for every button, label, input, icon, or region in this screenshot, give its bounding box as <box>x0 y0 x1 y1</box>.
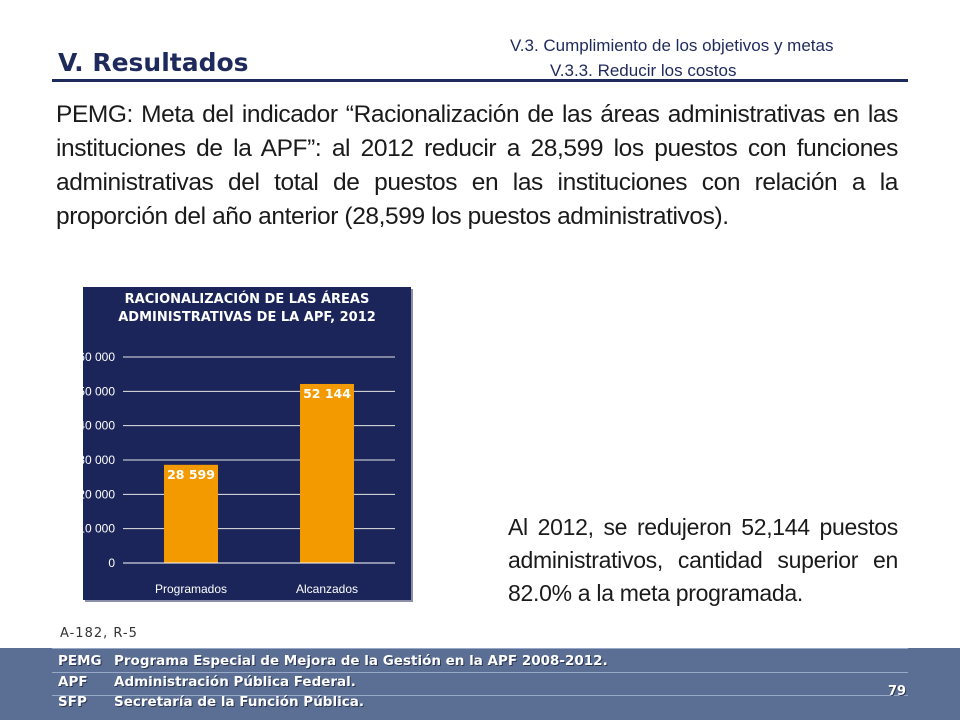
subsection-heading: V.3. Cumplimiento de los objetivos y met… <box>510 33 833 83</box>
page-number: 79 <box>888 684 907 699</box>
y-tick-label: 0 <box>108 556 115 570</box>
footer-definition: Programa Especial de Mejora de la Gestió… <box>114 653 608 669</box>
chart-title: RACIONALIZACIÓN DE LAS ÁREAS ADMINISTRAT… <box>83 291 411 327</box>
footer-divider <box>52 695 908 696</box>
reference-code: A-182, R-5 <box>60 626 138 641</box>
title-divider <box>52 79 908 82</box>
footer-divider <box>52 648 908 649</box>
footer-definition: Administración Pública Federal. <box>114 674 356 690</box>
subsection-line-2: V.3.3. Reducir los costos <box>550 61 737 80</box>
data-label: 28 599 <box>167 467 215 482</box>
footer-item-pemg: PEMG Programa Especial de Mejora de la Ge… <box>58 653 608 669</box>
x-tick-label: Alcanzados <box>296 582 358 596</box>
y-tick-label: 50 000 <box>83 384 115 398</box>
y-tick-label: 20 000 <box>83 487 115 501</box>
footer-divider <box>52 672 908 673</box>
footer-definition: Secretaría de la Función Pública. <box>114 694 364 710</box>
footer-abbr: SFP <box>58 694 87 710</box>
bar-chart-panel: RACIONALIZACIÓN DE LAS ÁREAS ADMINISTRAT… <box>83 287 411 600</box>
intro-paragraph: PEMG: Meta del indicador “Racionalizació… <box>56 101 898 230</box>
y-tick-label: 60 000 <box>83 350 115 364</box>
footer-item-apf: APF Administración Pública Federal. <box>58 674 356 690</box>
subsection-line-1: V.3. Cumplimiento de los objetivos y met… <box>510 36 834 55</box>
result-paragraph: Al 2012, se redujeron 52,144 puestos adm… <box>508 514 898 606</box>
bar-chart: 0 10 000 20 000 30 000 40 000 50 000 60 000 28 … <box>83 350 395 596</box>
y-tick-label: 30 000 <box>83 453 115 467</box>
section-title: V. Resultados <box>58 48 249 77</box>
footer-glossary: PEMG Programa Especial de Mejora de la Ge… <box>0 648 960 720</box>
bar-programados <box>164 464 218 563</box>
footer-abbr: PEMG <box>58 653 102 669</box>
footer-abbr: APF <box>58 674 88 690</box>
chart-title-line-2: ADMINISTRATIVAS DE LA APF, 2012 <box>118 310 376 325</box>
y-tick-label: 10 000 <box>83 522 115 536</box>
footer-item-sfp: SFP Secretaría de la Función Pública. <box>58 694 364 710</box>
data-label: 52 144 <box>303 386 351 401</box>
chart-title-line-1: RACIONALIZACIÓN DE LAS ÁREAS <box>124 292 370 307</box>
y-tick-label: 40 000 <box>83 419 115 433</box>
x-tick-label: Programados <box>155 582 227 596</box>
bar-alcanzados <box>300 383 354 563</box>
